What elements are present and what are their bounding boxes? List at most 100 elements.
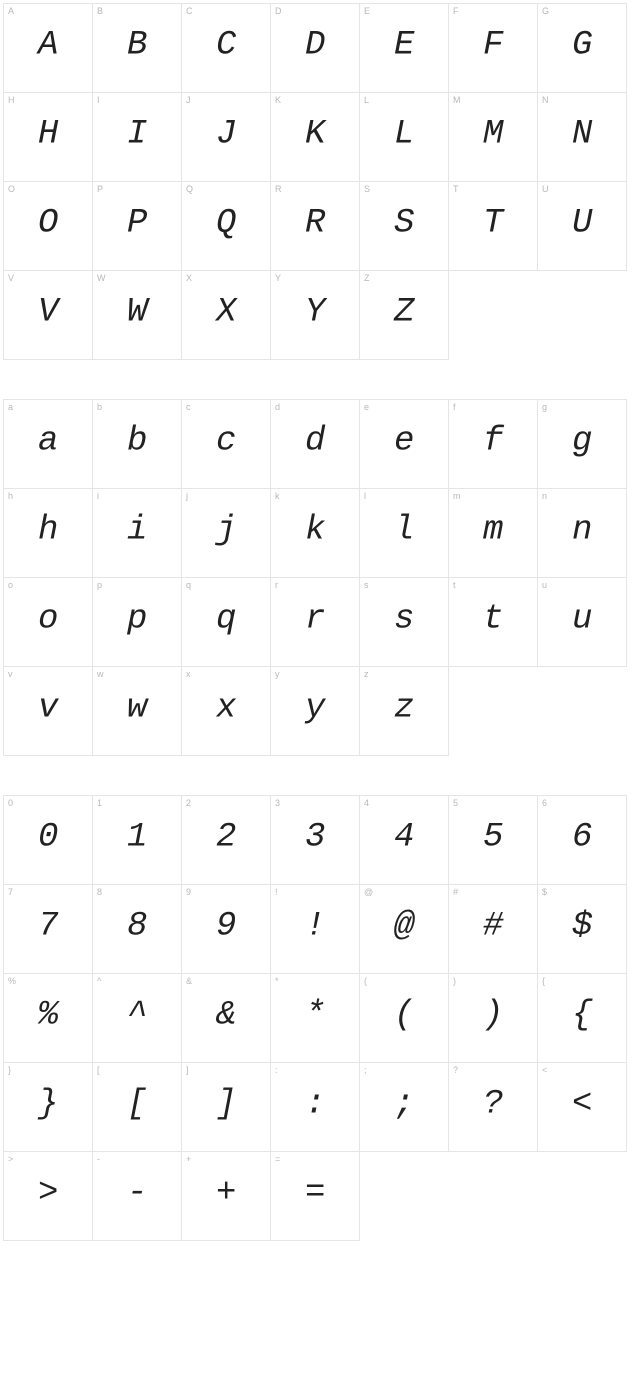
glyph-tag: ( <box>364 977 367 986</box>
glyph-tag: h <box>8 492 13 501</box>
glyph-cell: 00 <box>3 795 93 885</box>
glyph-cell: :: <box>270 1062 360 1152</box>
glyph-cell: ll <box>359 488 449 578</box>
glyph-cell: tt <box>448 577 538 667</box>
glyph-tag: Q <box>186 185 193 194</box>
glyph-cell: DD <box>270 3 360 93</box>
glyph-tag: O <box>8 185 15 194</box>
glyph-display: 9 <box>216 909 236 943</box>
glyph-cell: CC <box>181 3 271 93</box>
glyph-cell: EE <box>359 3 449 93</box>
glyph-display: d <box>305 424 325 458</box>
glyph-display: I <box>127 117 147 151</box>
glyph-tag: R <box>275 185 282 194</box>
glyph-cell: 77 <box>3 884 93 974</box>
glyph-display: E <box>394 28 414 62</box>
glyph-cell: PP <box>92 181 182 271</box>
glyph-display: o <box>38 602 58 636</box>
glyph-tag: c <box>186 403 191 412</box>
glyph-cell: ^^ <box>92 973 182 1063</box>
glyph-tag: X <box>186 274 192 283</box>
glyph-tag: F <box>453 7 459 16</box>
glyph-tag: [ <box>97 1066 100 1075</box>
glyph-cell: FF <box>448 3 538 93</box>
glyph-display: 1 <box>127 820 147 854</box>
glyph-tag: 1 <box>97 799 102 808</box>
glyph-display: ! <box>305 909 325 943</box>
glyph-group-digits-symbols: 00112233445566778899!!@@##$$%%^^&&**(())… <box>4 796 636 1241</box>
glyph-display: r <box>305 602 325 636</box>
glyph-display: 7 <box>38 909 58 943</box>
glyph-cell: OO <box>3 181 93 271</box>
glyph-display: j <box>216 513 236 547</box>
glyph-display: x <box>216 691 236 725</box>
glyph-cell: xx <box>181 666 271 756</box>
glyph-cell: WW <box>92 270 182 360</box>
glyph-display: = <box>305 1176 325 1210</box>
glyph-cell: pp <box>92 577 182 667</box>
glyph-display: K <box>305 117 325 151</box>
glyph-display: h <box>38 513 58 547</box>
glyph-cell: ww <box>92 666 182 756</box>
glyph-tag: ) <box>453 977 456 986</box>
glyph-tag: q <box>186 581 191 590</box>
glyph-display: l <box>394 513 414 547</box>
glyph-tag: U <box>542 185 549 194</box>
glyph-tag: G <box>542 7 549 16</box>
glyph-display: Q <box>216 206 236 240</box>
glyph-tag: ^ <box>97 977 101 986</box>
glyph-tag: { <box>542 977 545 986</box>
glyph-display: ) <box>483 998 503 1032</box>
glyph-group-lowercase: aabbccddeeffgghhiijjkkllmmnnooppqqrrsstt… <box>4 400 636 756</box>
glyph-cell: $$ <box>537 884 627 974</box>
glyph-cell: YY <box>270 270 360 360</box>
glyph-display: : <box>305 1087 325 1121</box>
glyph-tag: 5 <box>453 799 458 808</box>
glyph-cell: bb <box>92 399 182 489</box>
glyph-tag: I <box>97 96 100 105</box>
glyph-cell: zz <box>359 666 449 756</box>
glyph-cell: gg <box>537 399 627 489</box>
glyph-cell: @@ <box>359 884 449 974</box>
glyph-tag: t <box>453 581 456 590</box>
glyph-tag: v <box>8 670 13 679</box>
glyph-tag: 0 <box>8 799 13 808</box>
glyph-tag: s <box>364 581 369 590</box>
glyph-display: J <box>216 117 236 151</box>
glyph-cell: 88 <box>92 884 182 974</box>
glyph-cell: ii <box>92 488 182 578</box>
glyph-display: 2 <box>216 820 236 854</box>
glyph-cell: << <box>537 1062 627 1152</box>
glyph-cell: ]] <box>181 1062 271 1152</box>
glyph-cell: 22 <box>181 795 271 885</box>
glyph-cell: {{ <box>537 973 627 1063</box>
glyph-cell: 33 <box>270 795 360 885</box>
glyph-display: e <box>394 424 414 458</box>
glyph-tag: L <box>364 96 369 105</box>
glyph-display: ; <box>394 1087 414 1121</box>
glyph-tag: Y <box>275 274 281 283</box>
glyph-cell: ZZ <box>359 270 449 360</box>
glyph-tag: n <box>542 492 547 501</box>
glyph-map: AABBCCDDEEFFGGHHIIJJKKLLMMNNOOPPQQRRSSTT… <box>4 4 636 1241</box>
glyph-display: * <box>305 998 325 1032</box>
glyph-display: - <box>127 1176 147 1210</box>
glyph-display: v <box>38 691 58 725</box>
glyph-display: p <box>127 602 147 636</box>
glyph-cell: jj <box>181 488 271 578</box>
glyph-display: O <box>38 206 58 240</box>
glyph-display: 3 <box>305 820 325 854</box>
glyph-display: S <box>394 206 414 240</box>
glyph-tag: M <box>453 96 461 105</box>
glyph-cell: }} <box>3 1062 93 1152</box>
glyph-tag: C <box>186 7 193 16</box>
glyph-display: D <box>305 28 325 62</box>
glyph-tag: & <box>186 977 192 986</box>
glyph-display: > <box>38 1176 58 1210</box>
glyph-tag: W <box>97 274 106 283</box>
glyph-tag: g <box>542 403 547 412</box>
glyph-display: B <box>127 28 147 62</box>
glyph-cell: )) <box>448 973 538 1063</box>
glyph-cell: SS <box>359 181 449 271</box>
glyph-cell: ++ <box>181 1151 271 1241</box>
